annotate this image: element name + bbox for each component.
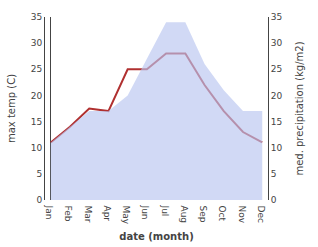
svg-text:15: 15 bbox=[31, 117, 42, 127]
svg-text:Oct: Oct bbox=[217, 206, 227, 222]
svg-text:med. precipitation (kg/m2): med. precipitation (kg/m2) bbox=[294, 41, 305, 175]
svg-text:max temp (C): max temp (C) bbox=[6, 74, 17, 143]
svg-text:30: 30 bbox=[271, 38, 283, 48]
svg-text:date (month): date (month) bbox=[119, 231, 193, 242]
svg-text:20: 20 bbox=[31, 91, 43, 101]
svg-text:0: 0 bbox=[36, 195, 42, 205]
svg-text:May: May bbox=[121, 206, 131, 225]
svg-text:5: 5 bbox=[36, 169, 42, 179]
svg-text:Dec: Dec bbox=[256, 206, 266, 223]
svg-text:Jul: Jul bbox=[160, 205, 170, 217]
svg-text:30: 30 bbox=[31, 38, 43, 48]
svg-text:20: 20 bbox=[271, 91, 283, 101]
svg-text:Nov: Nov bbox=[237, 206, 247, 224]
svg-text:10: 10 bbox=[31, 143, 43, 153]
svg-text:35: 35 bbox=[31, 12, 42, 22]
svg-text:5: 5 bbox=[271, 169, 277, 179]
svg-text:Sep: Sep bbox=[198, 206, 208, 223]
svg-text:Apr: Apr bbox=[102, 206, 112, 222]
svg-text:Mar: Mar bbox=[83, 206, 93, 223]
svg-text:15: 15 bbox=[271, 117, 282, 127]
svg-text:25: 25 bbox=[31, 64, 42, 74]
svg-text:35: 35 bbox=[271, 12, 282, 22]
svg-text:25: 25 bbox=[271, 64, 282, 74]
svg-text:Jun: Jun bbox=[140, 205, 150, 220]
svg-text:Feb: Feb bbox=[63, 206, 73, 222]
svg-text:Aug: Aug bbox=[179, 206, 189, 224]
svg-text:Jan: Jan bbox=[44, 205, 54, 220]
svg-text:10: 10 bbox=[271, 143, 283, 153]
svg-text:0: 0 bbox=[271, 195, 277, 205]
